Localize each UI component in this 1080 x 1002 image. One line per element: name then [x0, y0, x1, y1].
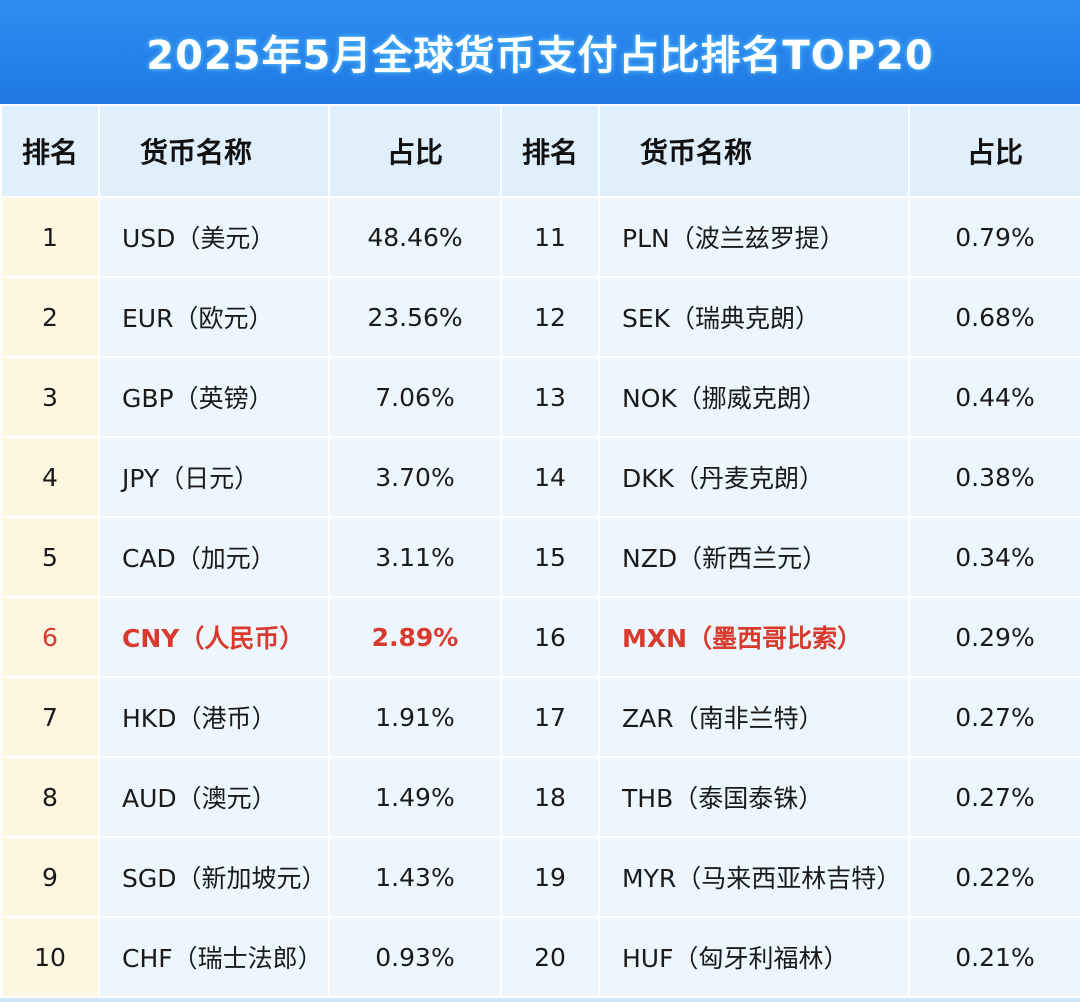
table-row: 9 SGD（新加坡元） 1.43% 19 MYR（马来西亚林吉特） 0.22% — [0, 836, 1080, 918]
currency-name-cell: CNY（人民币） — [98, 596, 330, 678]
bottom-divider — [0, 998, 1080, 1002]
currency-name-cell: GBP（英镑） — [98, 356, 330, 438]
share-cell: 0.44% — [908, 356, 1080, 438]
rank-cell: 10 — [0, 916, 100, 998]
header-rank-right: 排名 — [500, 104, 600, 198]
currency-name-cell: HKD（港币） — [98, 676, 330, 758]
rank-cell: 5 — [0, 516, 100, 598]
header-name-right: 货币名称 — [598, 104, 910, 198]
table-row: 5 CAD（加元） 3.11% 15 NZD（新西兰元） 0.34% — [0, 516, 1080, 598]
currency-name-cell: DKK（丹麦克朗） — [598, 436, 910, 518]
header-share-left: 占比 — [328, 104, 502, 198]
share-cell: 0.29% — [908, 596, 1080, 678]
table-row: 1 USD（美元） 48.46% 11 PLN（波兰兹罗提） 0.79% — [0, 196, 1080, 278]
share-cell: 0.21% — [908, 916, 1080, 998]
rank-cell: 17 — [500, 676, 600, 758]
rank-cell: 19 — [500, 836, 600, 918]
share-cell: 0.79% — [908, 196, 1080, 278]
rank-cell: 16 — [500, 596, 600, 678]
currency-name-cell: CHF（瑞士法郎） — [98, 916, 330, 998]
share-cell: 0.68% — [908, 276, 1080, 358]
share-cell: 1.91% — [328, 676, 502, 758]
rank-cell: 3 — [0, 356, 100, 438]
rank-cell: 18 — [500, 756, 600, 838]
share-cell: 3.11% — [328, 516, 502, 598]
page-title: 2025年5月全球货币支付占比排名TOP20 — [146, 33, 934, 79]
table-body: 1 USD（美元） 48.46% 11 PLN（波兰兹罗提） 0.79% 2 EUR（欧元） 2… — [0, 196, 1080, 998]
rank-cell: 14 — [500, 436, 600, 518]
share-cell: 48.46% — [328, 196, 502, 278]
table-row: 8 AUD（澳元） 1.49% 18 THB（泰国泰铢） 0.27% — [0, 756, 1080, 838]
currency-name-cell: THB（泰国泰铢） — [598, 756, 910, 838]
rank-cell: 20 — [500, 916, 600, 998]
title-bar: 2025年5月全球货币支付占比排名TOP20 — [0, 0, 1080, 104]
share-cell: 0.93% — [328, 916, 502, 998]
share-cell: 0.27% — [908, 676, 1080, 758]
currency-name-cell: JPY（日元） — [98, 436, 330, 518]
share-cell: 0.27% — [908, 756, 1080, 838]
table-row: 4 JPY（日元） 3.70% 14 DKK（丹麦克朗） 0.38% — [0, 436, 1080, 518]
table-row: 10 CHF（瑞士法郎） 0.93% 20 HUF（匈牙利福林） 0.21% — [0, 916, 1080, 998]
rank-cell: 13 — [500, 356, 600, 438]
share-cell: 0.38% — [908, 436, 1080, 518]
currency-name-cell: CAD（加元） — [98, 516, 330, 598]
rank-cell: 6 — [0, 596, 100, 678]
table-row: 6 CNY（人民币） 2.89% 16 MXN（墨西哥比索） 0.29% — [0, 596, 1080, 678]
share-cell: 7.06% — [328, 356, 502, 438]
currency-name-cell: USD（美元） — [98, 196, 330, 278]
currency-name-cell: SGD（新加坡元） — [98, 836, 330, 918]
currency-name-cell: EUR（欧元） — [98, 276, 330, 358]
share-cell: 1.43% — [328, 836, 502, 918]
table-row: 3 GBP（英镑） 7.06% 13 NOK（挪威克朗） 0.44% — [0, 356, 1080, 438]
header-name-left: 货币名称 — [98, 104, 330, 198]
share-cell: 23.56% — [328, 276, 502, 358]
currency-name-cell: AUD（澳元） — [98, 756, 330, 838]
currency-name-cell: HUF（匈牙利福林） — [598, 916, 910, 998]
ranking-table: 排名 货币名称 占比 排名 货币名称 占比 1 USD（美元） 48.46% 11 PL… — [0, 104, 1080, 998]
share-cell: 1.49% — [328, 756, 502, 838]
share-cell: 2.89% — [328, 596, 502, 678]
currency-name-cell: SEK（瑞典克朗） — [598, 276, 910, 358]
header-rank-left: 排名 — [0, 104, 100, 198]
header-share-right: 占比 — [908, 104, 1080, 198]
currency-name-cell: NZD（新西兰元） — [598, 516, 910, 598]
table-row: 2 EUR（欧元） 23.56% 12 SEK（瑞典克朗） 0.68% — [0, 276, 1080, 358]
rank-cell: 15 — [500, 516, 600, 598]
rank-cell: 1 — [0, 196, 100, 278]
rank-cell: 8 — [0, 756, 100, 838]
currency-name-cell: ZAR（南非兰特） — [598, 676, 910, 758]
share-cell: 3.70% — [328, 436, 502, 518]
rank-cell: 11 — [500, 196, 600, 278]
header-row: 排名 货币名称 占比 排名 货币名称 占比 — [0, 104, 1080, 198]
rank-cell: 7 — [0, 676, 100, 758]
currency-name-cell: PLN（波兰兹罗提） — [598, 196, 910, 278]
rank-cell: 9 — [0, 836, 100, 918]
rank-cell: 2 — [0, 276, 100, 358]
share-cell: 0.22% — [908, 836, 1080, 918]
currency-name-cell: MXN（墨西哥比索） — [598, 596, 910, 678]
table-row: 7 HKD（港币） 1.91% 17 ZAR（南非兰特） 0.27% — [0, 676, 1080, 758]
currency-name-cell: NOK（挪威克朗） — [598, 356, 910, 438]
currency-name-cell: MYR（马来西亚林吉特） — [598, 836, 910, 918]
share-cell: 0.34% — [908, 516, 1080, 598]
rank-cell: 12 — [500, 276, 600, 358]
rank-cell: 4 — [0, 436, 100, 518]
